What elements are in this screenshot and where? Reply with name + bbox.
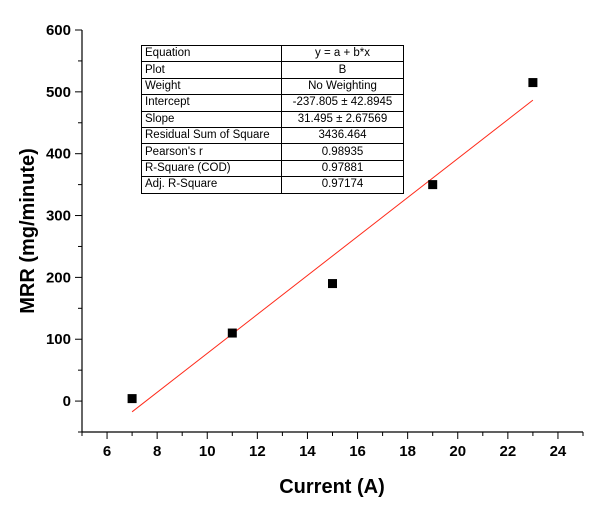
stats-value: B (281, 61, 404, 79)
stats-value: 3436.464 (281, 126, 404, 145)
stats-row: Pearson's r 0.98935 (141, 143, 404, 161)
x-tick-label: 6 (103, 443, 111, 460)
x-tick-label: 18 (399, 443, 416, 460)
stats-value: 31.495 ± 2.67569 (281, 110, 404, 128)
x-tick-label: 24 (550, 443, 567, 460)
data-points (127, 78, 538, 404)
stats-key: Weight (141, 77, 282, 96)
y-tick-label: 200 (46, 269, 71, 286)
x-tick-label: 14 (299, 443, 316, 460)
x-tick-label: 10 (199, 443, 216, 460)
x-tick-label: 12 (249, 443, 266, 460)
y-tick-label: 300 (46, 208, 71, 225)
data-point (328, 279, 337, 289)
stats-row: Slope 31.495 ± 2.67569 (141, 110, 404, 128)
y-tick-label: 600 (46, 22, 71, 39)
stats-value: -237.805 ± 42.8945 (281, 94, 404, 112)
stats-key: Equation (141, 44, 282, 63)
stats-key: Intercept (141, 94, 282, 112)
x-tick-label: 22 (500, 443, 517, 460)
y-axis-title: MRR (mg/minute) (17, 148, 39, 314)
stats-row: Plot B (141, 61, 404, 79)
stats-value: 0.97881 (281, 159, 404, 178)
y-axis-ticks: 0 100 200 300 400 500 600 (46, 22, 82, 433)
y-tick-label: 0 (63, 393, 71, 410)
x-tick-label: 16 (349, 443, 366, 460)
stats-value: 0.98935 (281, 143, 404, 161)
stats-row: R-Square (COD) 0.97881 (141, 159, 404, 178)
x-tick-label: 8 (153, 443, 161, 460)
regression-stats-table: Equation y = a + b*x Plot B Weight No Weighti… (141, 44, 404, 194)
data-point (428, 180, 438, 190)
data-point (528, 78, 538, 88)
stats-row: Adj. R-Square 0.97174 (141, 176, 404, 194)
stats-row: Residual Sum of Square 3436.464 (141, 126, 404, 145)
fit-line-layer (131, 99, 534, 413)
stats-key: Pearson's r (141, 143, 282, 161)
y-tick-label: 500 (46, 84, 71, 101)
stats-key: Adj. R-Square (141, 176, 282, 194)
y-tick-label: 100 (46, 331, 71, 348)
stats-key: Residual Sum of Square (141, 126, 282, 145)
data-point (127, 394, 137, 404)
stats-key: R-Square (COD) (141, 159, 282, 178)
fit-line (131, 99, 534, 413)
stats-key: Slope (141, 110, 282, 128)
stats-key: Plot (141, 61, 282, 79)
x-axis-title: Current (A) (279, 476, 385, 498)
stats-value: No Weighting (281, 77, 404, 96)
stats-value: y = a + b*x (281, 44, 404, 63)
stats-row: Intercept -237.805 ± 42.8945 (141, 94, 404, 112)
stats-row: Equation y = a + b*x (141, 44, 404, 63)
data-point (227, 328, 237, 338)
y-tick-label: 400 (46, 146, 71, 163)
x-axis-ticks: 6 8 10 12 14 16 18 20 22 24 (81, 432, 584, 460)
stats-row: Weight No Weighting (141, 77, 404, 96)
x-tick-label: 20 (449, 443, 466, 460)
stats-value: 0.97174 (281, 176, 404, 194)
